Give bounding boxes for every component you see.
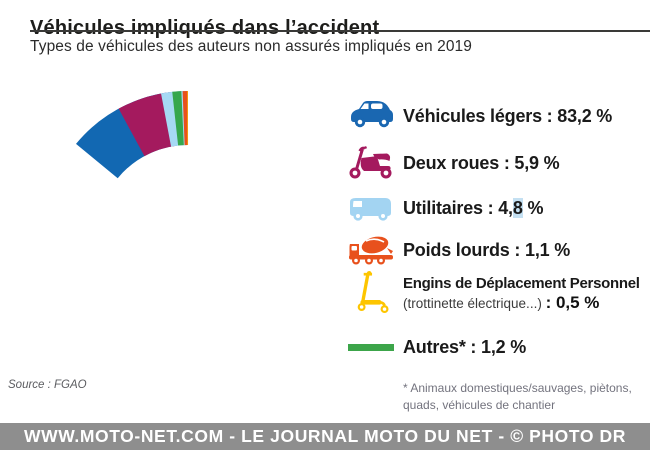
mixer-truck-icon xyxy=(338,230,403,270)
donut-slice xyxy=(43,91,333,381)
page-subtitle: Types de véhicules des auteurs non assur… xyxy=(30,38,472,55)
legend-label-vehicules-legers: Véhicules légers : 83,2 % xyxy=(403,105,613,126)
green-bar-swatch xyxy=(338,343,403,351)
legend-label-utilitaires: Utilitaires : 4,8 % xyxy=(403,197,544,218)
edp-title: Engins de Déplacement Personnel xyxy=(403,275,640,292)
source-label: Source : FGAO xyxy=(8,379,87,391)
footnote-line2: quads, véhicules de chantier xyxy=(403,397,556,412)
legend-label-edp: Engins de Déplacement Personnel (trottin… xyxy=(403,275,640,313)
legend-item-utilitaires: Utilitaires : 4,8 % xyxy=(338,187,648,229)
car-icon xyxy=(338,96,403,136)
legend-item-autres: Autres* : 1,2 % xyxy=(338,336,648,358)
footnote-line1: * Animaux domestiques/sauvages, piètons, xyxy=(403,381,632,395)
legend-item-poids-lourds: Poids lourds : 1,1 % xyxy=(338,229,648,271)
donut-chart xyxy=(43,91,333,381)
kick-scooter-icon xyxy=(338,269,403,319)
title-underline xyxy=(30,30,650,32)
legend-item-edp: Engins de Déplacement Personnel (trottin… xyxy=(338,266,648,322)
footnote: * Animaux domestiques/sauvages, piètons,… xyxy=(403,380,643,414)
legend-label-deux-roues: Deux roues : 5,9 % xyxy=(403,152,560,173)
footer-credit-bar: WWW.MOTO-NET.COM - LE JOURNAL MOTO DU NE… xyxy=(0,423,650,450)
moped-icon xyxy=(338,143,403,183)
edp-subtitle: (trottinette électrique...) : 0,5 % xyxy=(403,293,600,312)
legend-label-poids-lourds: Poids lourds : 1,1 % xyxy=(403,239,571,260)
donut-slice xyxy=(43,91,333,381)
legend-item-deux-roues: Deux roues : 5,9 % xyxy=(338,141,648,185)
highlight: 8 xyxy=(512,197,523,218)
van-icon xyxy=(338,188,403,228)
page-title: Véhicules impliqués dans l’accident xyxy=(30,17,380,40)
legend-label-autres: Autres* : 1,2 % xyxy=(403,336,527,357)
legend-item-vehicules-legers: Véhicules légers : 83,2 % xyxy=(338,94,648,138)
